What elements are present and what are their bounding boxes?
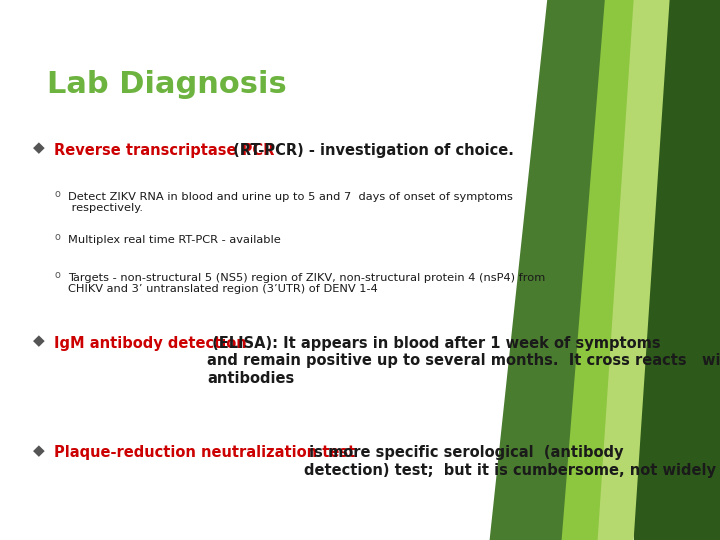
Text: o: o bbox=[55, 189, 60, 199]
Text: ◆: ◆ bbox=[33, 443, 45, 458]
Text: Lab Diagnosis: Lab Diagnosis bbox=[47, 70, 287, 99]
Polygon shape bbox=[562, 0, 662, 540]
Text: IgM antibody detection: IgM antibody detection bbox=[54, 336, 247, 351]
Text: Targets - non-structural 5 (NS5) region of ZIKV, non-structural protein 4 (nsP4): Targets - non-structural 5 (NS5) region … bbox=[68, 273, 546, 294]
Text: ◆: ◆ bbox=[33, 140, 45, 156]
Polygon shape bbox=[598, 0, 670, 540]
Text: (RT-PCR) - investigation of choice.: (RT-PCR) - investigation of choice. bbox=[228, 143, 514, 158]
Text: o: o bbox=[55, 232, 60, 242]
Text: o: o bbox=[55, 270, 60, 280]
Text: Detect ZIKV RNA in blood and urine up to 5 and 7  days of onset of symptoms
 res: Detect ZIKV RNA in blood and urine up to… bbox=[68, 192, 513, 213]
Text: (ELISA): It appears in blood after 1 week of symptoms
and remain positive up to : (ELISA): It appears in blood after 1 wee… bbox=[207, 336, 720, 386]
Text: Multiplex real time RT-PCR - available: Multiplex real time RT-PCR - available bbox=[68, 235, 281, 245]
Polygon shape bbox=[576, 0, 720, 540]
Text: ◆: ◆ bbox=[33, 333, 45, 348]
Text: is more specific serological  (antibody
detection) test;  but it is cumbersome, : is more specific serological (antibody d… bbox=[305, 446, 720, 478]
Polygon shape bbox=[490, 0, 626, 540]
Text: Plaque-reduction neutralization test: Plaque-reduction neutralization test bbox=[54, 446, 355, 461]
Text: Reverse transcriptase PCR: Reverse transcriptase PCR bbox=[54, 143, 274, 158]
